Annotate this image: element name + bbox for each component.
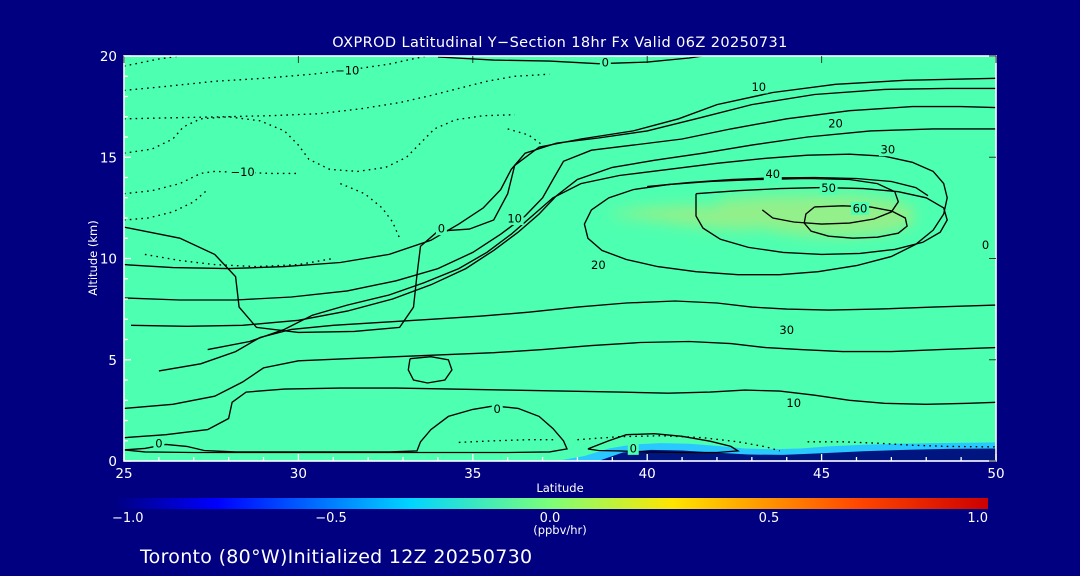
colorbar-units: (ppbv/hr) [533, 523, 587, 537]
svg-text:20: 20 [591, 258, 606, 272]
y-axis-label: Altitude (km) [86, 220, 100, 295]
x-tick-label: 35 [464, 466, 481, 482]
colorbar-tick-label: −0.5 [315, 511, 347, 526]
svg-text:30: 30 [779, 323, 794, 337]
colorbar-tick-label: 0.0 [540, 511, 561, 526]
y-tick-label: 0 [108, 454, 117, 470]
x-tick-label: 40 [639, 466, 656, 482]
x-tick-label: 45 [813, 466, 830, 482]
svg-text:−10: −10 [335, 64, 359, 78]
x-tick-labels: 25 30 35 40 45 50 [115, 466, 1004, 482]
svg-text:10: 10 [751, 80, 766, 94]
contour-labels: −10 −10 0 0 0 0 0 10 10 10 20 20 30 30 40 50 60 0 [153, 56, 992, 455]
axis-ticks [123, 55, 997, 462]
contour-fill-base [124, 56, 996, 461]
colorbar [112, 498, 988, 509]
svg-text:0: 0 [630, 441, 637, 455]
svg-text:50: 50 [821, 181, 836, 195]
svg-text:0: 0 [155, 436, 162, 450]
y-tick-label: 5 [108, 353, 117, 369]
x-tick-label: 25 [115, 466, 132, 482]
contour-lines [124, 56, 996, 454]
svg-text:60: 60 [853, 201, 868, 215]
svg-text:0: 0 [494, 402, 501, 416]
y-tick-label: 20 [100, 49, 117, 65]
svg-text:40: 40 [765, 167, 780, 181]
colorbar-tick-label: 0.5 [759, 511, 780, 526]
svg-text:30: 30 [881, 143, 896, 157]
x-tick-label: 30 [290, 466, 307, 482]
svg-text:20: 20 [828, 116, 843, 130]
svg-text:−10: −10 [230, 165, 254, 179]
colorbar-tick-labels: −1.0 −0.5 0.0 0.5 1.0 [112, 511, 988, 526]
contour-negative-fill [556, 442, 996, 461]
x-axis-label: Latitude [536, 481, 583, 495]
colorbar-tick-label: −1.0 [112, 511, 144, 526]
page-title: OXPROD Latitudinal Y−Section 18hr Fx Val… [332, 35, 788, 51]
svg-text:10: 10 [786, 396, 801, 410]
svg-text:0: 0 [438, 222, 445, 236]
x-tick-label: 50 [987, 466, 1004, 482]
y-tick-label: 15 [100, 150, 117, 166]
y-tick-label: 10 [100, 252, 117, 268]
svg-text:0: 0 [982, 238, 989, 252]
svg-text:0: 0 [602, 56, 609, 70]
y-tick-labels: 0 5 10 15 20 [100, 49, 117, 470]
svg-text:10: 10 [507, 212, 522, 226]
footer-caption: Toronto (80°W)Initialized 12Z 20250730 [139, 546, 532, 568]
colorbar-tick-label: 1.0 [967, 511, 988, 526]
